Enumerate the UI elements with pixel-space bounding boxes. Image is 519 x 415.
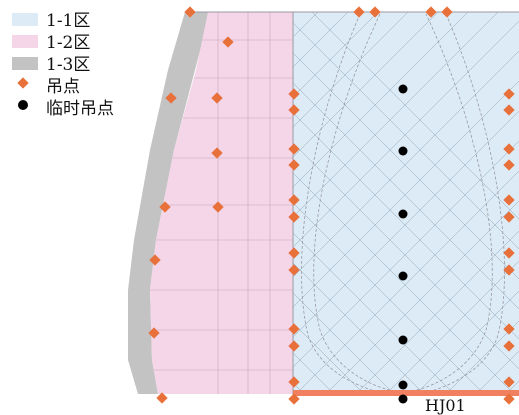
legend-item-temp-lift-point: 临时吊点 bbox=[8, 94, 158, 116]
zone-1-3-swatch bbox=[12, 57, 38, 70]
legend-item-zone-1-2: 1-2区 bbox=[8, 28, 158, 50]
temp-lift-point bbox=[399, 395, 408, 404]
temp-lift-point bbox=[399, 336, 408, 345]
diamond-icon bbox=[17, 77, 28, 88]
temp-lift-point bbox=[399, 272, 408, 281]
lift-point bbox=[156, 392, 167, 403]
bottom-beam bbox=[293, 390, 519, 396]
legend-item-zone-1-3: 1-3区 bbox=[8, 50, 158, 72]
part-tag: HJ01 bbox=[425, 396, 466, 415]
legend-item-zone-1-1: 1-1区 bbox=[8, 6, 158, 28]
legend-item-lift-point: 吊点 bbox=[8, 72, 158, 94]
zone-1-2-swatch bbox=[12, 35, 38, 48]
temp-lift-point bbox=[399, 85, 408, 94]
legend-label-temp-lift-point: 临时吊点 bbox=[46, 94, 114, 119]
dot-icon bbox=[18, 100, 28, 110]
legend: 1-1区 1-2区 1-3区 吊点 临时吊点 bbox=[8, 6, 158, 116]
temp-lift-point bbox=[399, 147, 408, 156]
temp-lift-point bbox=[399, 381, 408, 390]
zone-1-1-swatch bbox=[12, 13, 38, 26]
temp-lift-point bbox=[399, 210, 408, 219]
